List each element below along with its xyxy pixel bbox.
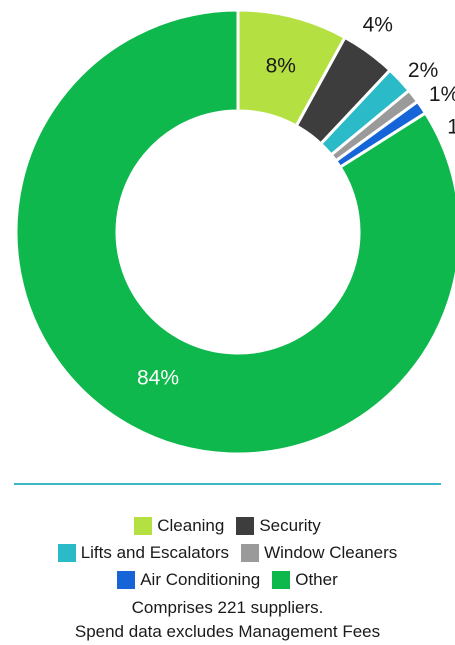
legend-swatch-window-cleaners xyxy=(241,543,260,562)
supplier-count-note: Comprises 221 suppliers. xyxy=(131,598,324,617)
data-label-window-cleaners: 1% xyxy=(429,83,455,106)
legend-item-security: Security xyxy=(236,512,321,539)
legend-swatch-air-conditioning xyxy=(117,570,136,589)
legend-item-window-cleaners: Window Cleaners xyxy=(241,539,397,566)
divider-line xyxy=(14,483,441,485)
legend-swatch-lifts xyxy=(57,543,76,562)
legend-label-security: Security xyxy=(259,516,321,535)
legend-label-air-conditioning: Air Conditioning xyxy=(140,570,261,589)
legend: Cleaning Security Lifts and Escalators W… xyxy=(0,512,455,593)
data-label-security: 4% xyxy=(363,14,393,37)
legend-swatch-cleaning xyxy=(134,516,153,535)
data-label-air-conditioning: 1% xyxy=(447,115,455,138)
legend-item-air-conditioning: Air Conditioning xyxy=(117,566,260,593)
legend-label-window-cleaners: Window Cleaners xyxy=(264,543,398,562)
legend-item-other: Other xyxy=(272,566,338,593)
legend-row: Cleaning Security xyxy=(0,512,455,539)
legend-label-other: Other xyxy=(295,570,338,589)
data-label-cleaning: 8% xyxy=(266,54,296,77)
data-label-other: 84% xyxy=(137,366,179,389)
legend-row: Air Conditioning Other xyxy=(0,566,455,593)
exclusion-note: Spend data excludes Management Fees xyxy=(74,622,381,641)
legend-item-cleaning: Cleaning xyxy=(134,512,224,539)
legend-row: Lifts and Escalators Window Cleaners xyxy=(0,539,455,566)
legend-swatch-security xyxy=(236,516,255,535)
data-label-lifts: 2% xyxy=(408,59,438,82)
legend-label-cleaning: Cleaning xyxy=(157,516,225,535)
slice-other xyxy=(14,8,455,456)
donut-chart: 8%4%2%1%1%84% xyxy=(14,8,455,456)
legend-item-lifts: Lifts and Escalators xyxy=(57,539,230,566)
legend-label-lifts: Lifts and Escalators xyxy=(80,543,230,562)
legend-swatch-other xyxy=(272,570,291,589)
